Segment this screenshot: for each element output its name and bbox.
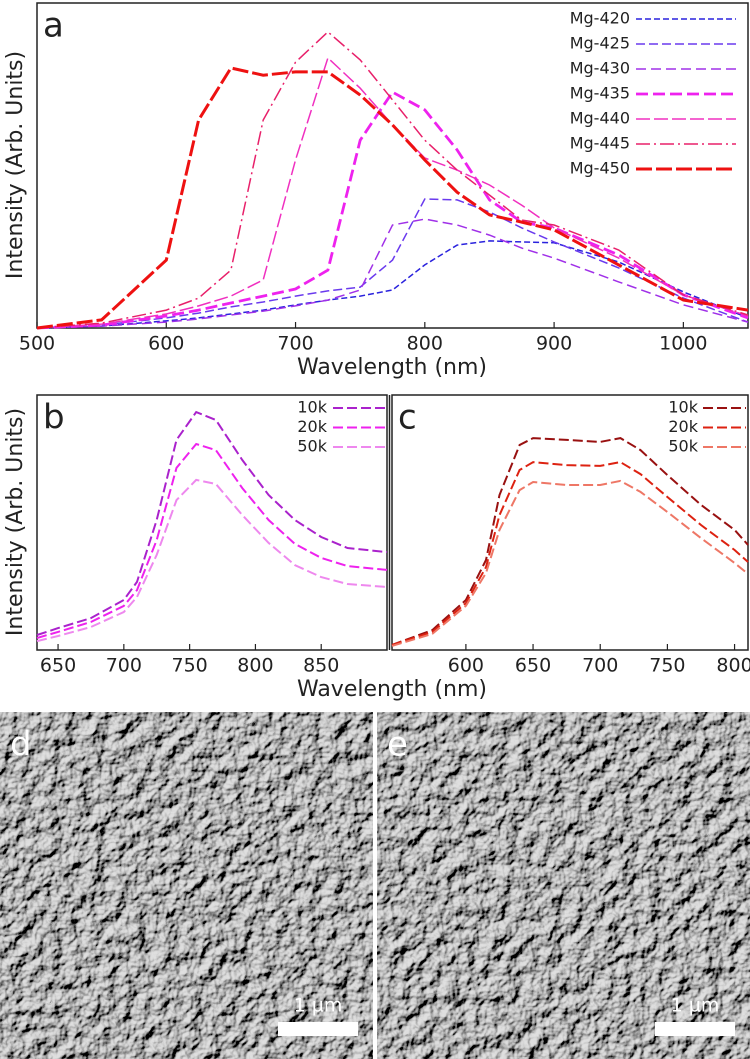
- legend-label: 50k: [668, 437, 698, 456]
- x-tick-label: 750: [649, 655, 685, 677]
- sem-image: [377, 712, 750, 1059]
- scale-bar: [655, 1022, 735, 1036]
- x-tick-label: 600: [448, 655, 484, 677]
- scale-bar: [278, 1022, 358, 1036]
- x-tick-label: 1000: [659, 333, 707, 355]
- panel-label: e: [387, 725, 408, 765]
- data-line: [36, 218, 749, 329]
- panel-label: d: [10, 725, 32, 765]
- x-tick-label: 850: [303, 655, 339, 677]
- x-axis-label: Wavelength (nm): [297, 355, 487, 380]
- data-line: [36, 66, 749, 330]
- legend-label: Mg-445: [570, 134, 630, 153]
- data-line: [391, 437, 749, 646]
- legend-label: 50k: [297, 437, 327, 456]
- x-tick-label: 650: [40, 655, 76, 677]
- sem-image: [0, 712, 373, 1059]
- legend-label: Mg-435: [570, 84, 630, 103]
- x-tick-label: 800: [407, 333, 443, 355]
- x-tick-label: 800: [716, 655, 750, 677]
- scale-bar-label: 1 µm: [671, 995, 720, 1017]
- legend-label: 20k: [297, 417, 327, 436]
- scale-bar-label: 1 µm: [294, 995, 343, 1017]
- y-axis-label: Intensity (Arb. Units): [3, 51, 28, 279]
- data-line: [36, 30, 749, 329]
- panel-label: c: [398, 398, 417, 438]
- x-tick-label: 600: [148, 333, 184, 355]
- legend-label: 10k: [297, 398, 327, 417]
- data-line: [391, 479, 749, 647]
- y-axis-label: Intensity (Arb. Units): [3, 408, 28, 636]
- x-tick-label: 700: [106, 655, 142, 677]
- panel-label: b: [43, 398, 65, 438]
- x-tick-label: 650: [515, 655, 551, 677]
- x-tick-label: 800: [237, 655, 273, 677]
- legend-label: Mg-430: [570, 59, 630, 78]
- x-tick-label: 500: [19, 333, 55, 355]
- legend-label: Mg-420: [570, 9, 630, 28]
- legend-label: Mg-440: [570, 109, 630, 128]
- data-line: [36, 410, 388, 636]
- data-line: [36, 478, 388, 643]
- legend-label: Mg-450: [570, 159, 630, 178]
- panel-label: a: [43, 6, 64, 46]
- data-line: [391, 461, 749, 646]
- plot-frame: [36, 2, 749, 329]
- x-tick-label: 700: [277, 333, 313, 355]
- data-line: [36, 56, 749, 329]
- x-tick-label: 700: [582, 655, 618, 677]
- plot-frame: [36, 394, 388, 651]
- legend-label: Mg-425: [570, 34, 630, 53]
- plot-frame: [391, 394, 749, 651]
- legend-label: 20k: [668, 417, 698, 436]
- x-tick-label: 750: [171, 655, 207, 677]
- x-tick-label: 900: [536, 333, 572, 355]
- data-line: [36, 442, 388, 639]
- data-line: [36, 90, 749, 330]
- x-axis-label: Wavelength (nm): [297, 677, 487, 702]
- legend-label: 10k: [668, 398, 698, 417]
- data-line: [36, 198, 749, 329]
